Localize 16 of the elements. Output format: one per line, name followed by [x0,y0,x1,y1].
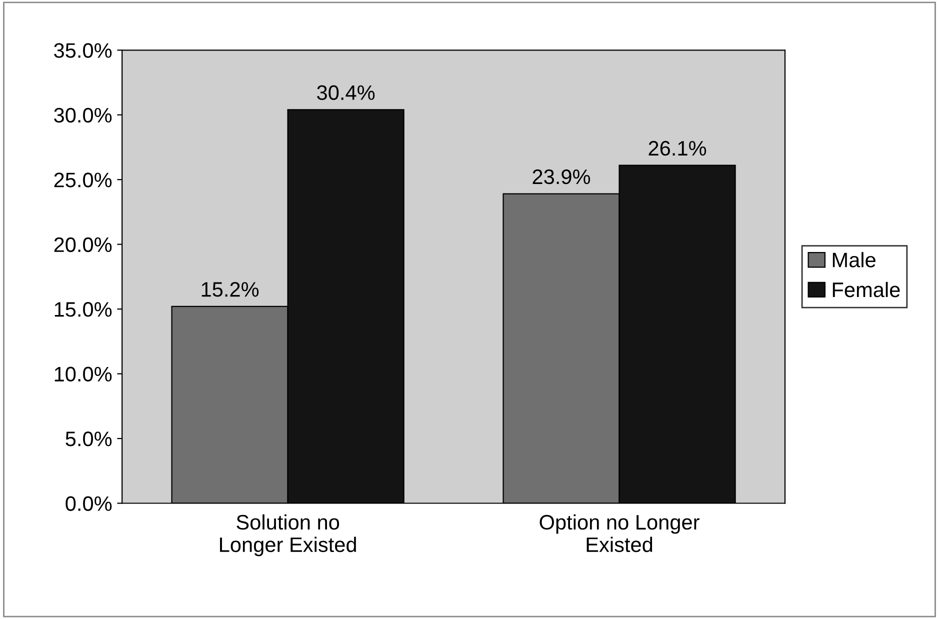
x-tick-label: Solution no Longer Existed [220,514,356,556]
legend-label: Male [832,252,876,268]
y-tick-label: 0.0% [66,496,112,511]
y-tick-label: 5.0% [66,432,112,446]
y-tick-label: 25.0% [54,172,112,188]
x-tick-label: Option no Longer Existed [540,514,700,552]
y-tick-label: 20.0% [54,237,112,252]
y-tick-label: 35.0% [54,43,112,58]
y-tick-label: 10.0% [54,366,112,382]
data-label: 15.2% [202,282,259,297]
data-label: 26.1% [648,140,706,156]
data-label: 23.9% [532,169,590,184]
y-tick-label: 15.0% [54,302,112,317]
data-label: 30.4% [317,85,375,100]
y-tick-label: 30.0% [54,108,112,123]
legend-label: Female [832,282,900,298]
